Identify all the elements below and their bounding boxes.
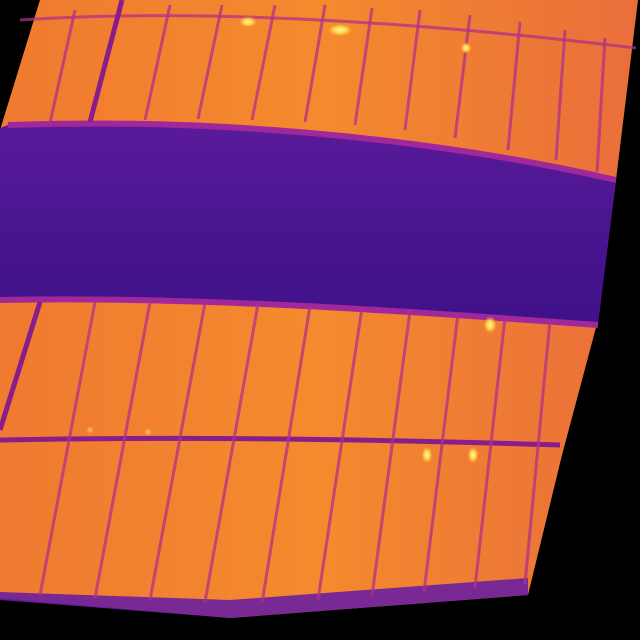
cell-line: [523, 319, 552, 585]
cell-line: [595, 37, 607, 173]
band-edge: [0, 296, 599, 328]
hot-spot: [238, 16, 258, 28]
cell-line: [260, 305, 312, 604]
hot-spot: [421, 446, 433, 464]
cell-line: [38, 301, 97, 596]
cell-line: [303, 4, 327, 123]
cell-line: [48, 9, 77, 124]
cell-line: [143, 4, 172, 121]
band-edge: [7, 120, 617, 183]
cell-line: [370, 310, 412, 597]
cell-line: [506, 21, 522, 151]
hot-spots: [86, 16, 497, 464]
hot-spot: [483, 316, 497, 334]
cell-row-line: [19, 14, 637, 50]
hot-spot: [144, 428, 152, 436]
hot-spot: [460, 42, 472, 54]
cell-line: [403, 9, 422, 131]
panel-frame: [0, 301, 43, 431]
hot-spot: [326, 23, 354, 37]
cell-line: [203, 303, 260, 603]
bottom-cells: [0, 301, 561, 604]
top-cells: [19, 0, 637, 173]
cell-line: [148, 302, 207, 601]
cell-line: [316, 307, 364, 601]
cell-line: [554, 29, 567, 161]
cell-line: [196, 4, 224, 120]
cell-line: [93, 301, 152, 599]
hot-spot: [467, 446, 479, 464]
cell-line: [353, 7, 374, 126]
cell-line: [422, 313, 460, 593]
cell-line: [473, 316, 507, 589]
panel-frame: [87, 0, 125, 123]
hot-spot: [86, 426, 94, 434]
cell-line: [453, 14, 472, 139]
gap-band: [0, 123, 616, 326]
cell-line: [250, 4, 277, 121]
